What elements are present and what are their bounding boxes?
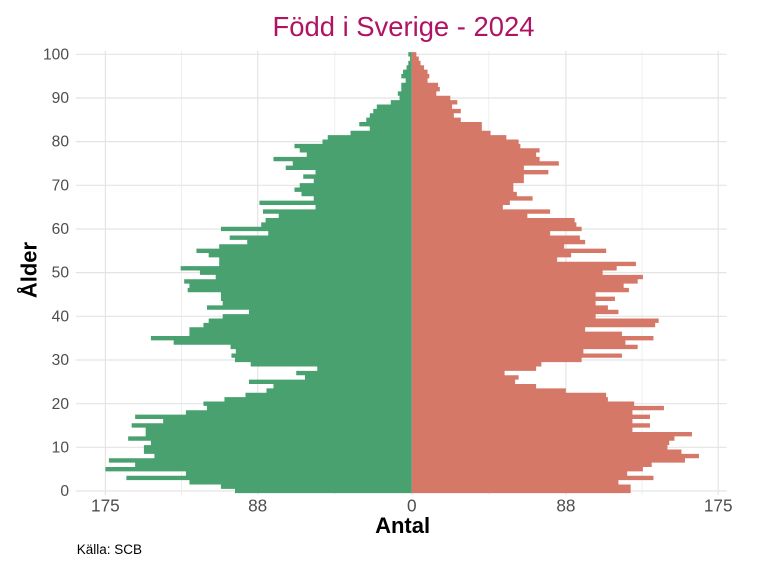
- svg-text:10: 10: [52, 439, 70, 456]
- svg-text:0: 0: [60, 483, 69, 500]
- svg-text:Antal: Antal: [375, 513, 430, 538]
- svg-text:70: 70: [52, 177, 70, 194]
- svg-text:175: 175: [91, 496, 120, 516]
- svg-text:80: 80: [52, 134, 70, 151]
- svg-text:90: 90: [52, 90, 70, 107]
- svg-text:88: 88: [248, 496, 267, 516]
- svg-text:20: 20: [52, 396, 70, 413]
- svg-text:40: 40: [52, 308, 70, 325]
- svg-text:100: 100: [43, 46, 69, 63]
- svg-text:50: 50: [52, 265, 70, 282]
- svg-text:0: 0: [407, 496, 417, 516]
- svg-text:175: 175: [704, 496, 733, 516]
- svg-text:Född i Sverige - 2024: Född i Sverige - 2024: [273, 11, 535, 42]
- svg-text:30: 30: [52, 352, 70, 369]
- svg-text:60: 60: [52, 221, 70, 238]
- svg-text:Källa: SCB: Källa: SCB: [77, 542, 142, 557]
- svg-text:Ålder: Ålder: [15, 241, 41, 298]
- svg-text:88: 88: [556, 496, 575, 516]
